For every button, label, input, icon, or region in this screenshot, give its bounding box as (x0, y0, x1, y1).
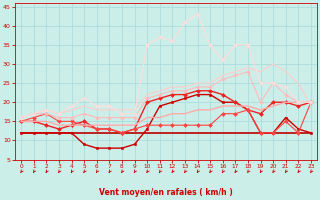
X-axis label: Vent moyen/en rafales ( km/h ): Vent moyen/en rafales ( km/h ) (99, 188, 233, 197)
